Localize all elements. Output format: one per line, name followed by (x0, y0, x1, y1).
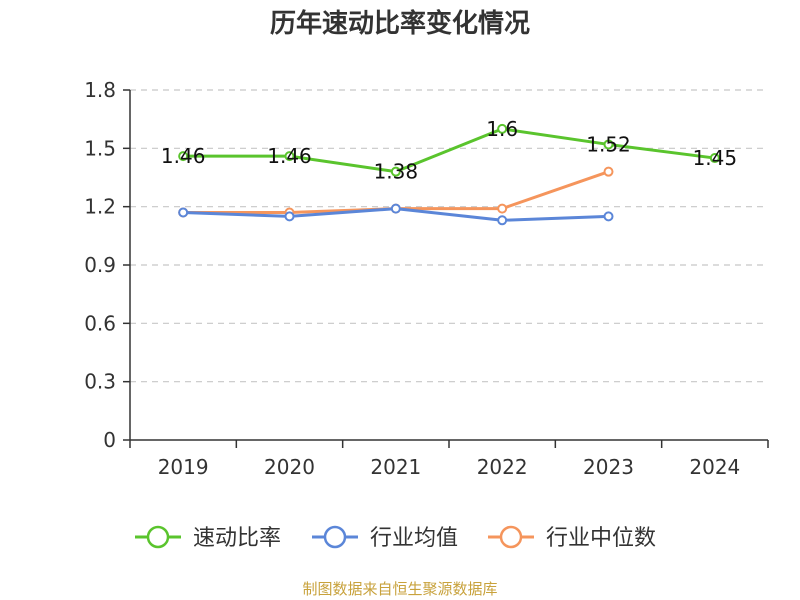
source-note: 制图数据来自恒生聚源数据库 (302, 580, 497, 598)
legend-item[interactable]: 行业均值 (312, 525, 458, 551)
legend-marker (323, 525, 347, 549)
legend-label: 速动比率 (193, 526, 281, 551)
data-label: 1.6 (486, 117, 518, 141)
data-label: 1.52 (586, 132, 631, 156)
chart-title: 历年速动比率变化情况 (270, 8, 530, 39)
x-tick-label: 2020 (264, 455, 315, 479)
y-tick-label: 0.3 (84, 370, 116, 394)
legend-label: 行业均值 (370, 526, 458, 551)
series-line (183, 127, 716, 174)
x-tick-label: 2023 (583, 455, 634, 479)
data-point (709, 153, 720, 164)
y-tick-label: 0 (103, 428, 116, 452)
data-point (497, 215, 508, 226)
y-tick-label: 0.9 (84, 253, 116, 277)
data-point (390, 166, 401, 177)
legend-label: 行业中位数 (546, 526, 656, 551)
x-tick-label: 2022 (477, 455, 528, 479)
data-label: 1.38 (374, 160, 419, 184)
axes: 0 0.3 0.6 0.9 1.2 1.5 1.8 2019 2020 2021 2022 2023 2… (84, 78, 769, 479)
data-labels: 1.46 1.46 1.38 1.6 1.52 1.45 (161, 117, 737, 184)
data-point (178, 151, 189, 162)
data-point (497, 203, 508, 214)
legend-item[interactable]: 速动比率 (135, 525, 281, 551)
data-point (178, 207, 189, 218)
x-tick-label: 2024 (689, 455, 740, 479)
legend-marker (146, 525, 170, 549)
data-point (603, 166, 614, 177)
y-tick-label: 1.8 (84, 78, 116, 102)
y-tick-label: 1.5 (84, 136, 116, 160)
data-label: 1.45 (693, 146, 738, 170)
data-label: 1.46 (267, 144, 312, 168)
y-tick-label: 1.2 (84, 195, 116, 219)
data-point (284, 151, 295, 162)
y-tick-label: 0.6 (84, 311, 116, 335)
data-point (497, 123, 508, 134)
legend-marker (499, 525, 523, 549)
data-point (603, 139, 614, 150)
data-point (284, 211, 295, 222)
x-tick-label: 2019 (158, 455, 209, 479)
x-tick-label: 2021 (370, 455, 421, 479)
grid-lines (130, 89, 768, 383)
series-lines (178, 123, 720, 226)
legend[interactable]: 速动比率 行业均值 行业中位数 (135, 525, 656, 551)
data-point (390, 203, 401, 214)
data-label: 1.46 (161, 144, 206, 168)
data-point (603, 211, 614, 222)
legend-item[interactable]: 行业中位数 (488, 525, 656, 551)
